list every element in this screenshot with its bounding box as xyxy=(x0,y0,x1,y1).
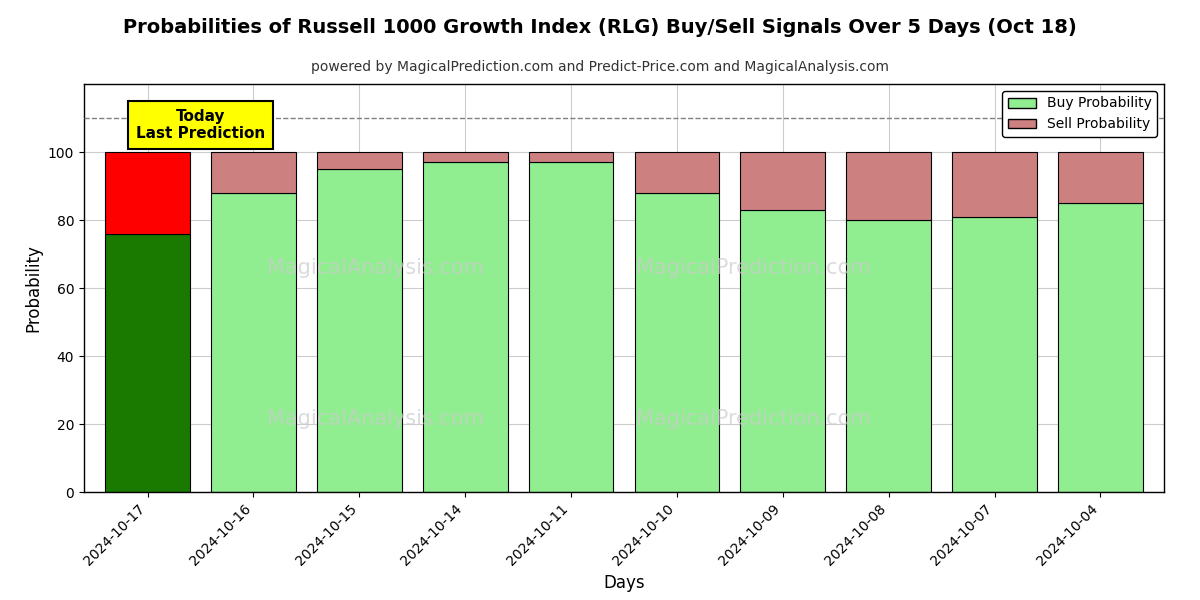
Text: MagicalAnalysis.com: MagicalAnalysis.com xyxy=(268,257,484,278)
Bar xyxy=(635,193,719,492)
Bar xyxy=(740,210,826,492)
Text: MagicalAnalysis.com: MagicalAnalysis.com xyxy=(268,409,484,428)
Bar xyxy=(317,169,402,492)
Bar xyxy=(106,152,190,233)
Bar xyxy=(846,152,931,220)
Bar xyxy=(740,152,826,210)
Bar xyxy=(635,152,719,193)
Bar xyxy=(422,162,508,492)
Text: MagicalPrediction.com: MagicalPrediction.com xyxy=(636,257,871,278)
Legend: Buy Probability, Sell Probability: Buy Probability, Sell Probability xyxy=(1002,91,1157,137)
Y-axis label: Probability: Probability xyxy=(24,244,42,332)
Text: Today
Last Prediction: Today Last Prediction xyxy=(136,109,265,141)
Bar xyxy=(422,152,508,162)
Bar xyxy=(846,220,931,492)
Bar xyxy=(529,152,613,162)
Bar xyxy=(106,233,190,492)
Text: powered by MagicalPrediction.com and Predict-Price.com and MagicalAnalysis.com: powered by MagicalPrediction.com and Pre… xyxy=(311,60,889,74)
X-axis label: Days: Days xyxy=(604,574,644,592)
Text: Probabilities of Russell 1000 Growth Index (RLG) Buy/Sell Signals Over 5 Days (O: Probabilities of Russell 1000 Growth Ind… xyxy=(124,18,1076,37)
Bar xyxy=(317,152,402,169)
Bar xyxy=(1058,203,1142,492)
Bar xyxy=(953,152,1037,217)
Text: MagicalPrediction.com: MagicalPrediction.com xyxy=(636,409,871,428)
Bar xyxy=(529,162,613,492)
Bar xyxy=(211,193,295,492)
Bar xyxy=(211,152,295,193)
Bar xyxy=(953,217,1037,492)
Bar xyxy=(1058,152,1142,203)
